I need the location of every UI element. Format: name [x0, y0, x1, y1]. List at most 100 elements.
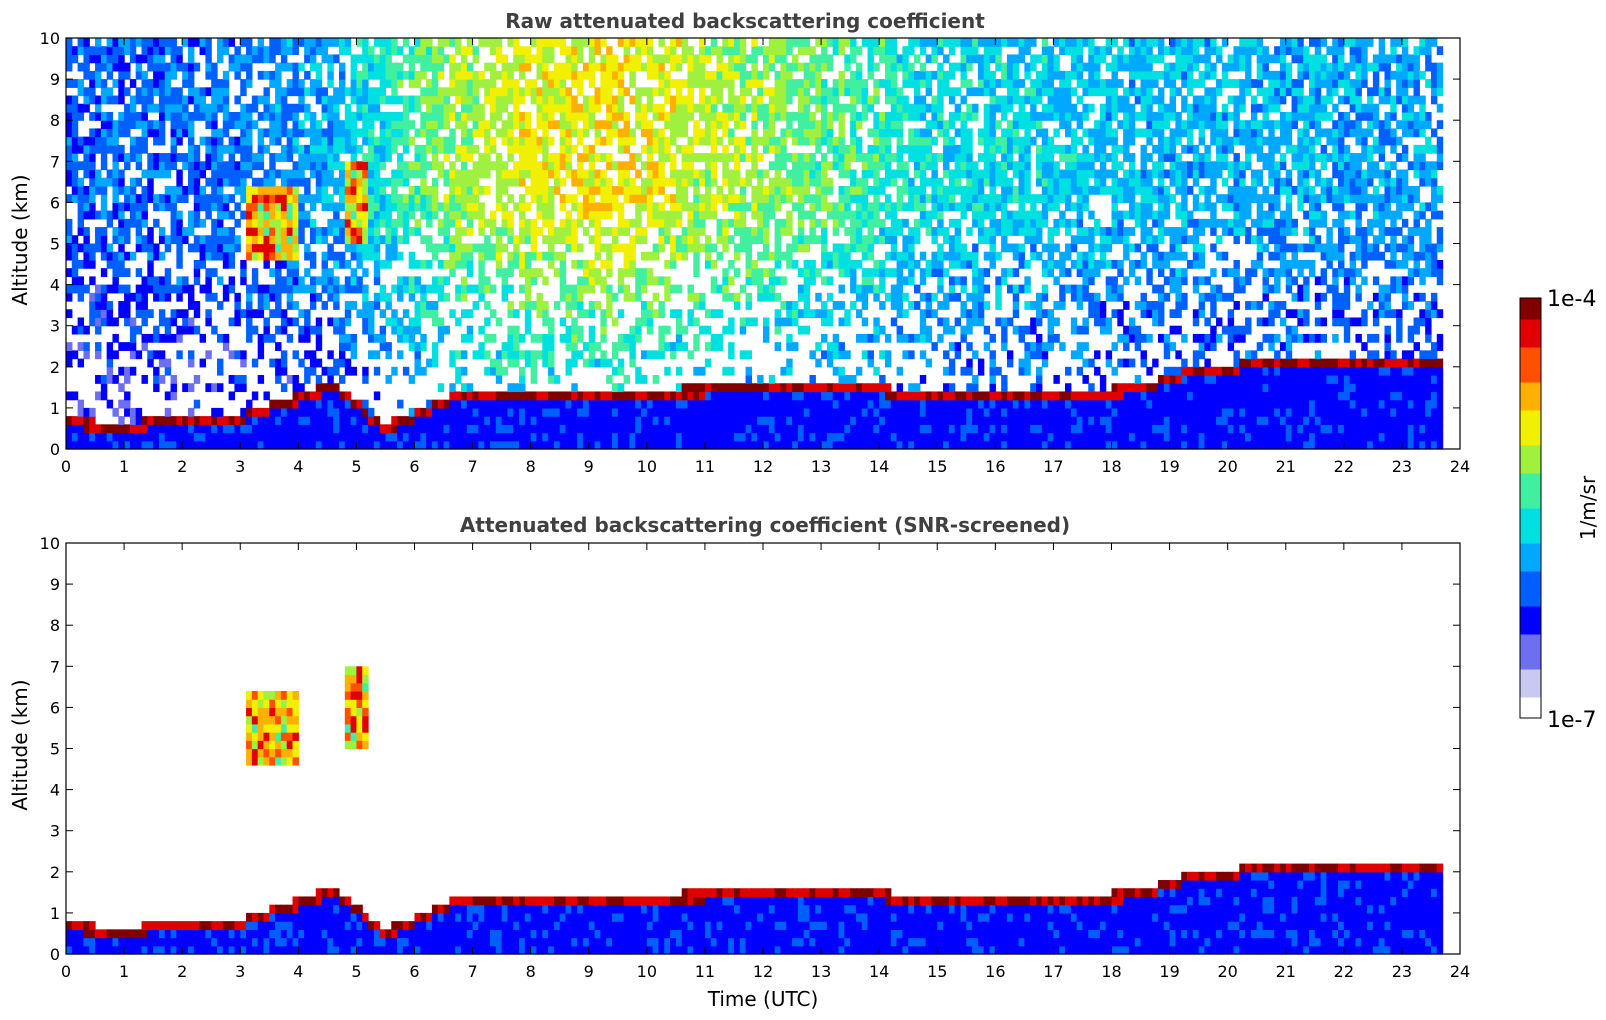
- heatmap-cell: [850, 227, 857, 236]
- heatmap-cell: [269, 333, 276, 343]
- heatmap-cell: [193, 432, 201, 442]
- heatmap-cell: [176, 210, 183, 220]
- heatmap-cell: [699, 424, 706, 434]
- heatmap-cell: [443, 432, 450, 442]
- heatmap-cell: [315, 407, 323, 417]
- heatmap-cell: [71, 432, 79, 442]
- heatmap-cell: [187, 243, 195, 253]
- heatmap-cell: [542, 46, 549, 56]
- heatmap-cell: [222, 38, 230, 47]
- heatmap-cell: [739, 424, 747, 434]
- heatmap-cell: [495, 54, 503, 64]
- heatmap-cell: [443, 210, 450, 220]
- heatmap-cell: [495, 185, 503, 195]
- heatmap-cell: [426, 128, 433, 138]
- heatmap-cell: [826, 210, 834, 220]
- heatmap-cell: [861, 317, 869, 327]
- heatmap-cell: [106, 210, 114, 220]
- heatmap-cell: [797, 128, 805, 138]
- heatmap-cell: [704, 210, 712, 220]
- heatmap-cell: [327, 79, 334, 88]
- heatmap-cell: [379, 70, 387, 80]
- heatmap-cell: [89, 144, 96, 154]
- heatmap-cell: [211, 424, 218, 434]
- heatmap-cell: [768, 251, 776, 261]
- heatmap-cell: [246, 284, 253, 294]
- heatmap-cell: [234, 383, 241, 393]
- heatmap-cell: [559, 46, 567, 56]
- heatmap-cell: [681, 194, 689, 203]
- heatmap-cell: [751, 95, 758, 105]
- heatmap-cell: [670, 416, 677, 425]
- heatmap-cell: [751, 276, 758, 286]
- heatmap-cell: [855, 292, 863, 302]
- heatmap-cell: [269, 251, 276, 261]
- heatmap-cell: [344, 120, 352, 130]
- heatmap-cell: [234, 136, 241, 146]
- heatmap-cell: [838, 317, 845, 327]
- heatmap-cell: [275, 202, 282, 212]
- heatmap-cell: [652, 276, 660, 286]
- heatmap-cell: [362, 432, 369, 442]
- heatmap-cell: [71, 268, 79, 277]
- heatmap-cell: [95, 375, 102, 384]
- heatmap-cell: [745, 136, 752, 146]
- heatmap-cell: [222, 120, 230, 130]
- heatmap-cell: [385, 111, 392, 121]
- heatmap-cell: [670, 120, 677, 130]
- heatmap-cell: [838, 342, 845, 351]
- heatmap-cell: [542, 276, 549, 286]
- heatmap-cell: [821, 407, 828, 417]
- heatmap-cell: [763, 251, 770, 261]
- heatmap-cell: [641, 440, 648, 450]
- heatmap-cell: [449, 350, 456, 360]
- heatmap-cell: [548, 358, 555, 368]
- heatmap-cell: [826, 317, 834, 327]
- heatmap-cell: [635, 375, 642, 384]
- heatmap-cell: [867, 251, 874, 261]
- heatmap-cell: [327, 227, 334, 236]
- heatmap-cell: [164, 103, 172, 113]
- heatmap-cell: [298, 227, 305, 236]
- heatmap-cell: [815, 309, 822, 319]
- heatmap-cell: [699, 103, 706, 113]
- heatmap-cell: [257, 38, 265, 47]
- heatmap-cell: [478, 284, 485, 294]
- heatmap-cell: [919, 292, 927, 302]
- heatmap-cell: [507, 235, 514, 245]
- heatmap-cell: [884, 440, 892, 450]
- heatmap-cell: [710, 169, 718, 179]
- heatmap-cell: [861, 292, 869, 302]
- heatmap-cell: [780, 136, 787, 146]
- heatmap-cell: [675, 342, 683, 351]
- heatmap-cell: [246, 202, 253, 212]
- heatmap-cell: [71, 177, 79, 187]
- heatmap-cell: [600, 416, 607, 425]
- heatmap-cell: [861, 440, 869, 450]
- heatmap-cell: [687, 111, 694, 121]
- heatmap-cell: [391, 87, 398, 97]
- heatmap-cell: [507, 111, 514, 121]
- heatmap-cell: [373, 243, 381, 253]
- heatmap-cell: [745, 202, 752, 212]
- heatmap-cell: [89, 79, 96, 88]
- heatmap-cell: [780, 185, 787, 195]
- heatmap-cell: [803, 407, 811, 417]
- heatmap-cell: [187, 79, 195, 88]
- heatmap-cell: [240, 194, 247, 203]
- heatmap-cell: [571, 177, 578, 187]
- heatmap-cell: [83, 251, 90, 261]
- heatmap-cell: [350, 136, 358, 146]
- heatmap-cell: [240, 177, 247, 187]
- heatmap-cell: [809, 169, 816, 179]
- heatmap-cell: [699, 87, 706, 97]
- heatmap-cell: [71, 416, 79, 425]
- heatmap-cell: [327, 62, 334, 72]
- heatmap-cell: [431, 87, 439, 97]
- heatmap-cell: [658, 350, 665, 360]
- heatmap-cell: [850, 46, 857, 56]
- heatmap-cell: [420, 292, 427, 302]
- heatmap-cell: [495, 358, 503, 368]
- heatmap-cell: [902, 202, 909, 212]
- heatmap-cell: [623, 391, 631, 401]
